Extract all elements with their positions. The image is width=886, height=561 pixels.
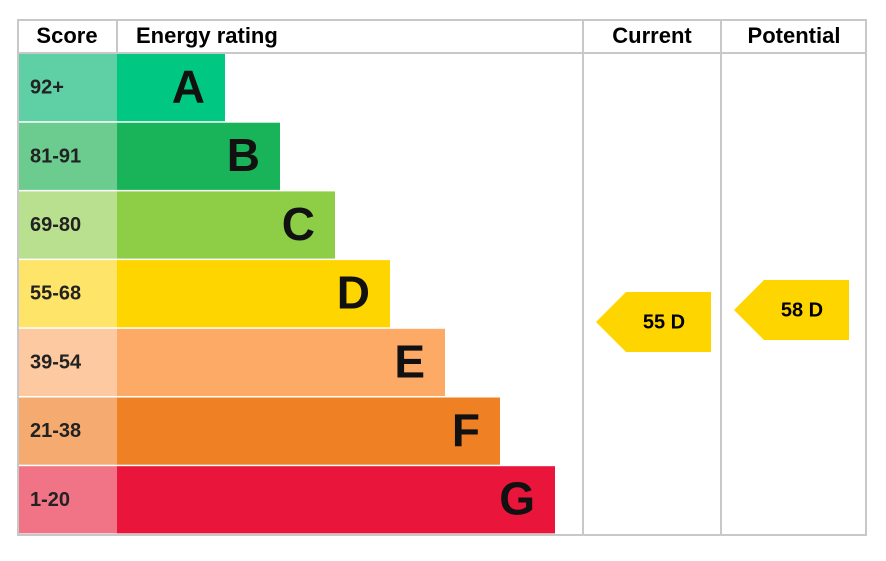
header-current: Current [612,23,692,48]
score-label: 92+ [30,77,64,99]
potential-arrow [734,280,849,340]
header-score: Score [36,23,97,48]
score-cell [19,191,117,259]
score-cell [19,397,117,465]
rating-letter: F [452,404,480,456]
rating-bar [117,397,500,465]
rating-bar [117,122,280,190]
current-arrow [596,292,711,352]
frame [17,19,867,536]
rating-letter: G [499,473,535,525]
score-cell [19,260,117,328]
rating-letter: B [227,129,260,181]
score-label: 39-54 [30,351,82,373]
score-cell [19,328,117,396]
rating-letter: D [337,267,370,319]
score-cell [19,54,117,122]
rating-letter: C [282,198,315,250]
score-label: 81-91 [30,145,81,167]
header-potential: Potential [748,23,841,48]
current-label: 55 D [643,311,685,333]
bands: 92+ A 81-91 B 69-80 C 55-68 D 39-54 E 21-38 F 1-20 G [19,54,555,534]
rating-letter: A [172,61,205,113]
score-label: 55-68 [30,283,81,305]
rating-bar [117,328,445,396]
score-label: 1-20 [30,489,70,511]
rating-bar [117,191,335,259]
score-label: 21-38 [30,420,81,442]
rating-bar [117,260,390,328]
score-cell [19,466,117,534]
rating-letter: E [394,335,425,387]
rating-bar [117,54,225,122]
rating-bar [117,466,555,534]
header-rating: Energy rating [136,23,278,48]
score-cell [19,122,117,190]
potential-label: 58 D [781,299,823,321]
score-label: 69-80 [30,214,81,236]
